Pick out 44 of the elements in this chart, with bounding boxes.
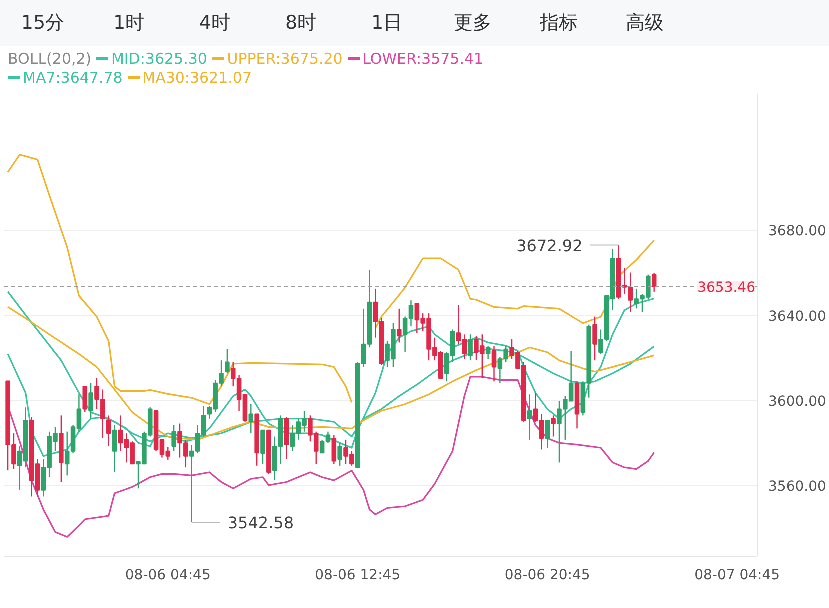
legend-title: BOLL(20,2) bbox=[8, 50, 92, 68]
text: 1时 bbox=[112, 11, 146, 36]
x-tick-label: 08-06 20:45 bbox=[504, 568, 590, 584]
candlestick bbox=[486, 346, 491, 360]
y-tick-label: 3600.00 bbox=[768, 394, 826, 410]
candlestick bbox=[88, 382, 94, 420]
text: 15分 bbox=[20, 11, 66, 36]
y-tick-label: 3680.00 bbox=[768, 224, 826, 240]
candlestick bbox=[527, 394, 532, 441]
legend-label: LOWER:3575.41 bbox=[362, 50, 484, 68]
candlestick bbox=[652, 272, 657, 292]
legend-label: MA7:3647.78 bbox=[23, 69, 123, 87]
text: 更多 bbox=[453, 11, 493, 36]
x-tick-label: 08-06 04:45 bbox=[125, 568, 211, 584]
candlestick bbox=[338, 442, 342, 466]
candlestick bbox=[545, 420, 550, 449]
candlestick bbox=[112, 424, 118, 474]
text: 1日 bbox=[370, 11, 404, 36]
candlestick bbox=[468, 334, 473, 362]
candlestick bbox=[106, 415, 112, 448]
candlestick bbox=[551, 415, 556, 438]
candlestick bbox=[492, 346, 497, 382]
candlestick bbox=[260, 430, 266, 465]
legend-label: UPPER:3675.20 bbox=[227, 50, 343, 68]
text: 高级 bbox=[625, 11, 665, 36]
candlestick bbox=[332, 434, 337, 465]
text: 4时 bbox=[198, 11, 232, 36]
legend-label: MID:3625.30 bbox=[111, 50, 208, 68]
candlestick bbox=[396, 308, 402, 344]
annotation: 3672.92 bbox=[516, 236, 583, 256]
text: 8时 bbox=[284, 11, 318, 36]
candlestick bbox=[172, 424, 176, 452]
candlestick bbox=[225, 348, 230, 374]
ref-line-label: 3653.46 bbox=[698, 280, 756, 296]
candlestick bbox=[82, 386, 88, 414]
text: 指标 bbox=[539, 11, 579, 36]
candlestick bbox=[592, 316, 598, 362]
legend-label: MA30:3621.07 bbox=[142, 69, 252, 87]
x-tick-label: 08-07 04:45 bbox=[694, 568, 780, 584]
y-tick-label: 3560.00 bbox=[768, 478, 826, 495]
x-tick-label: 08-06 12:45 bbox=[315, 568, 401, 584]
candlestick bbox=[248, 404, 254, 434]
annotation: 3542.58 bbox=[228, 514, 294, 533]
y-tick-label: 3640.00 bbox=[768, 308, 826, 325]
